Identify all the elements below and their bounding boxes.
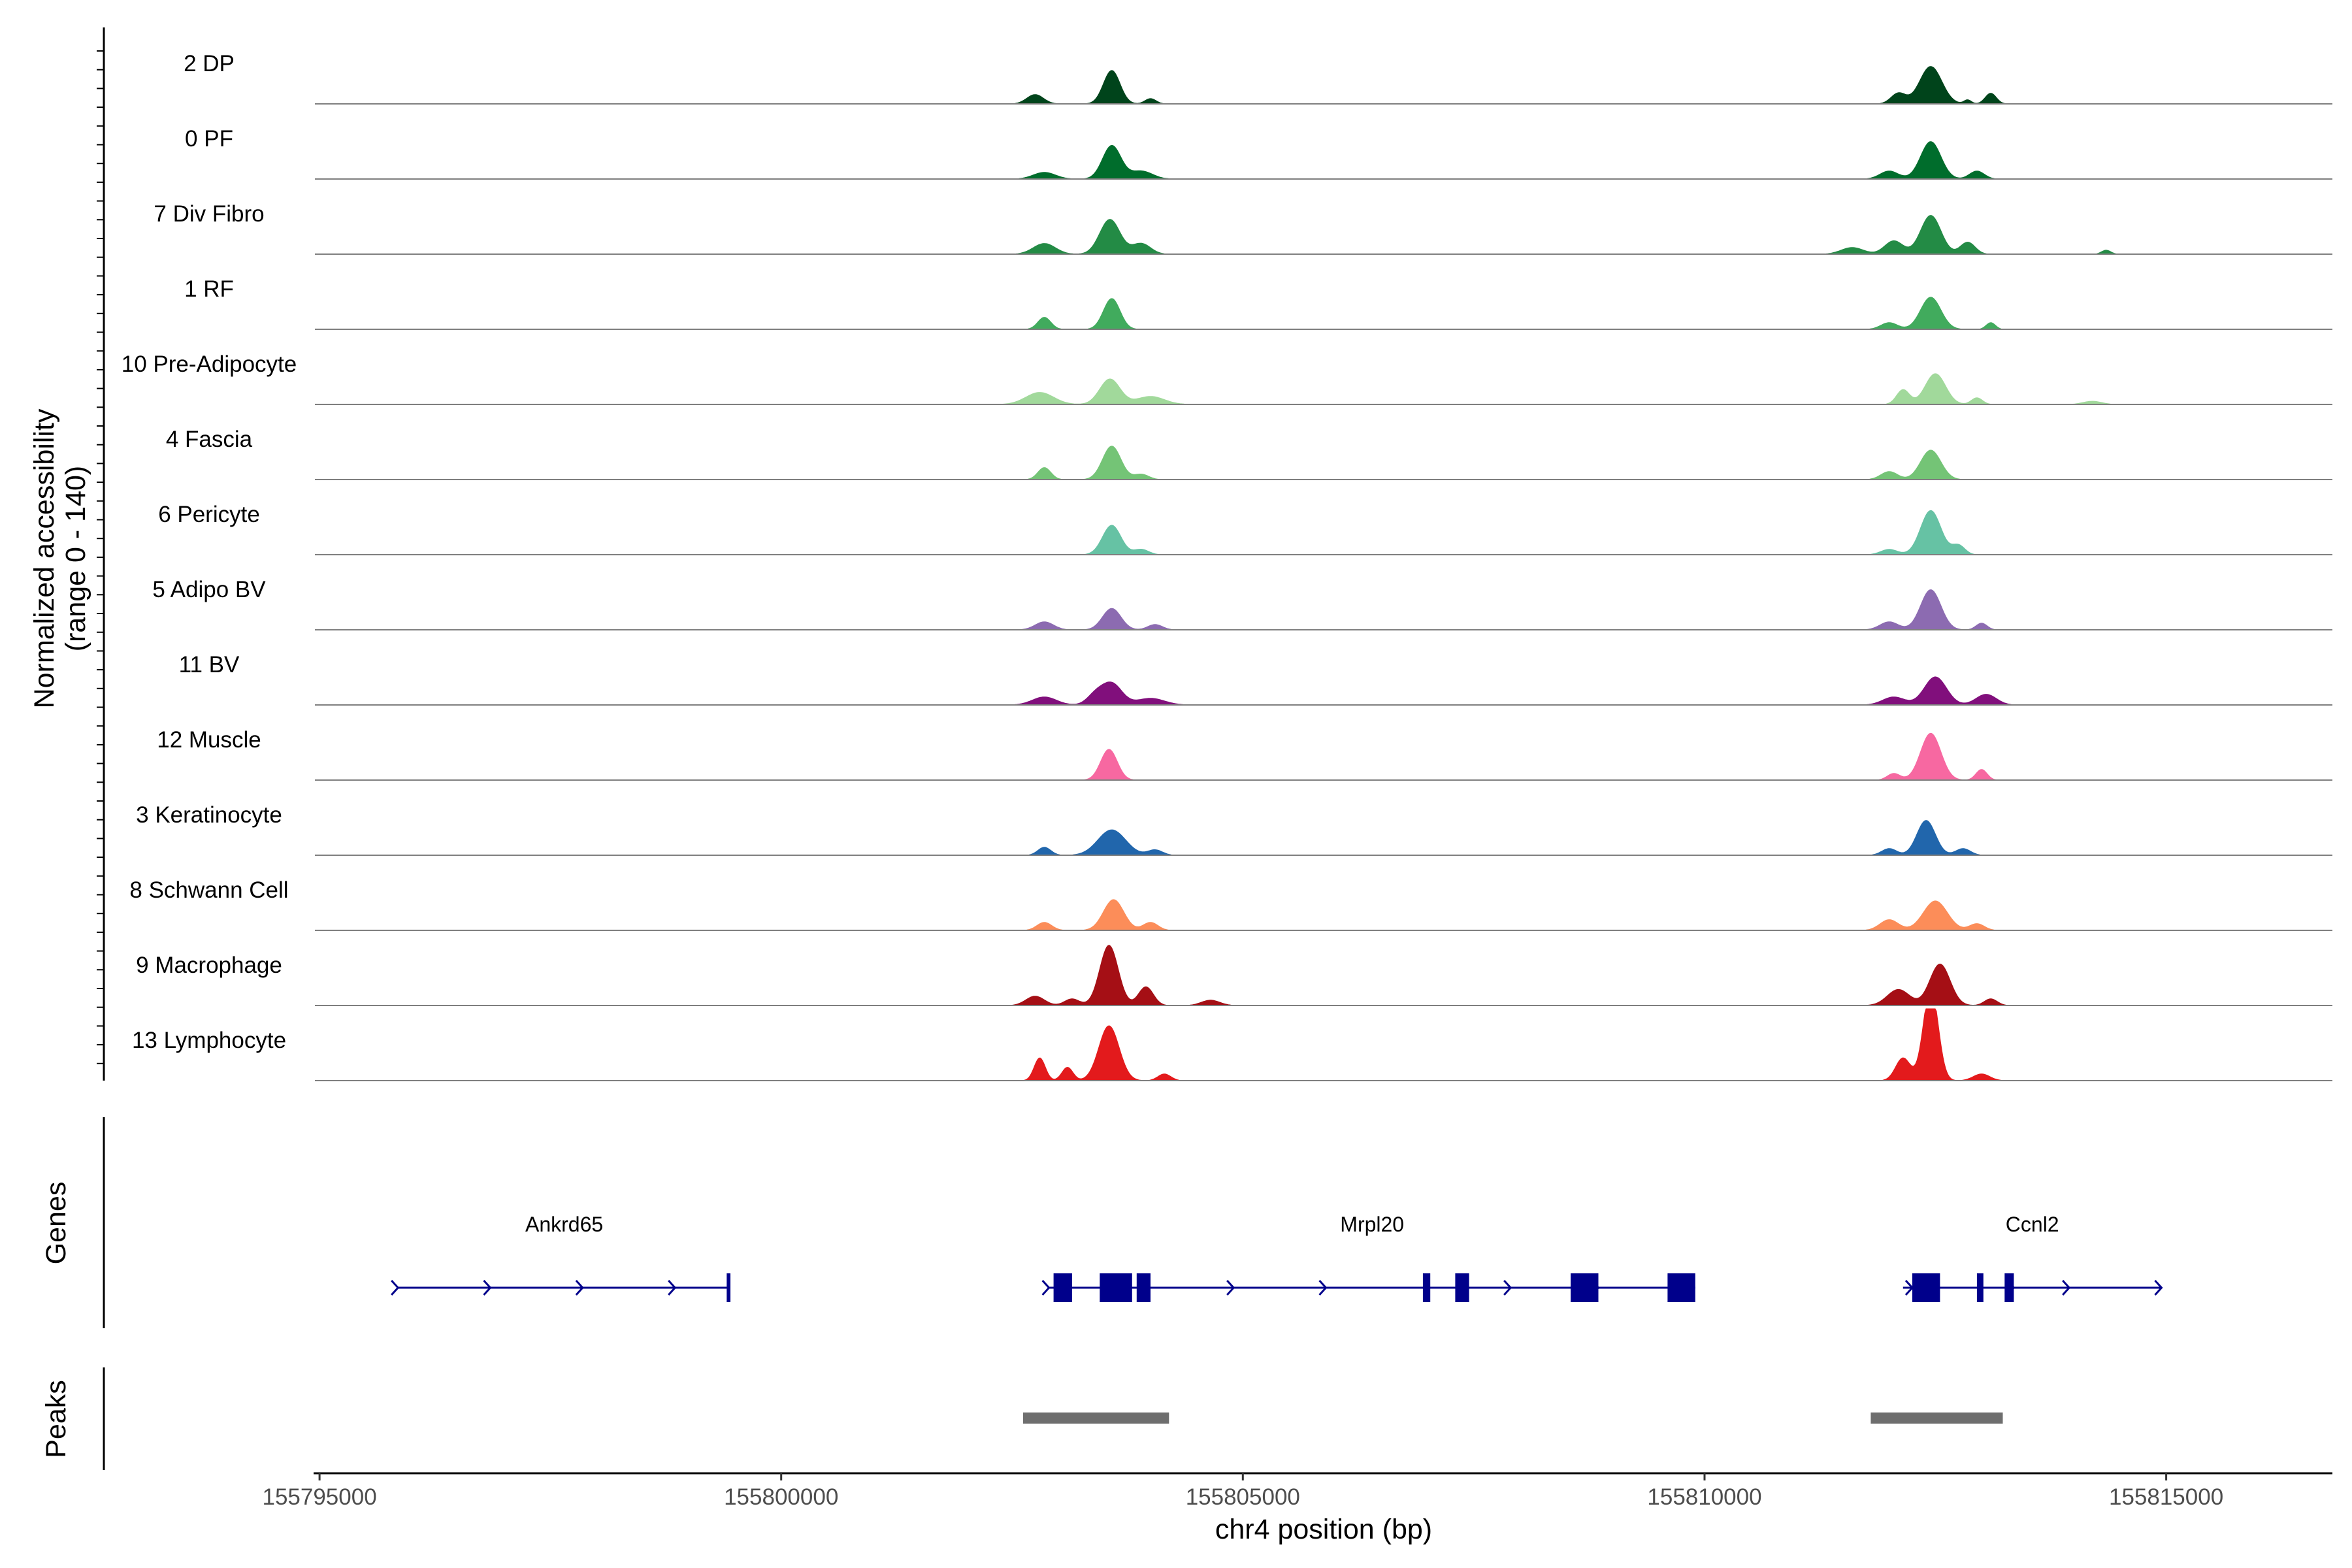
track-label: 8 Schwann Cell [129, 877, 288, 903]
strand-arrow [1041, 1279, 1051, 1296]
exon [1912, 1273, 1940, 1302]
x-tick-label: 155800000 [724, 1484, 838, 1510]
gene-label: Ccnl2 [2006, 1213, 2059, 1236]
peak-region [1870, 1413, 2003, 1424]
coverage-area [315, 66, 2332, 105]
track-label: 10 Pre-Adipocyte [122, 351, 297, 377]
coverage-area [315, 945, 2332, 1006]
track-label: 12 Muscle [157, 727, 261, 753]
strand-arrow [391, 1279, 400, 1296]
y-axis-range: (range 0 - 140) [60, 466, 91, 651]
exon [727, 1273, 730, 1302]
exon [2004, 1273, 2014, 1302]
coverage-area [315, 373, 2332, 405]
gene-label: Mrpl20 [1340, 1213, 1404, 1236]
coverage-area [315, 899, 2332, 931]
strand-arrow [1503, 1279, 1512, 1296]
strand-arrow [1226, 1279, 1235, 1296]
strand-arrow [2062, 1279, 2071, 1296]
coverage-area [315, 297, 2332, 330]
track-1-rf: 1 RF [184, 276, 2332, 330]
exon [1455, 1273, 1469, 1302]
x-tick-label: 155815000 [2109, 1484, 2223, 1510]
track-2-dp: 2 DP [184, 51, 2332, 105]
gene-ankrd65: Ankrd65 [391, 1213, 730, 1302]
coverage-area [315, 1008, 2332, 1081]
track-10-pre-adipocyte: 10 Pre-Adipocyte [122, 351, 2332, 405]
strand-arrow [575, 1279, 584, 1296]
exon [1571, 1273, 1599, 1302]
peak-region [1023, 1413, 1169, 1424]
coverage-area [315, 215, 2332, 255]
exon [1053, 1273, 1072, 1302]
genes-track-title: Genes [41, 1182, 72, 1265]
coverage-area [315, 732, 2332, 781]
y-axis-title: Normalized accessibility [29, 408, 60, 708]
track-6-pericyte: 6 Pericyte [158, 502, 2332, 555]
track-4-fascia: 4 Fascia [166, 427, 2332, 480]
coverage-area [315, 676, 2332, 706]
coverage-area [315, 589, 2332, 630]
coverage-area [315, 510, 2332, 555]
exon [1976, 1273, 1984, 1302]
track-label: 2 DP [184, 51, 235, 76]
track-label: 7 Div Fibro [154, 201, 264, 227]
coverage-area [315, 446, 2332, 480]
strand-arrow [668, 1279, 677, 1296]
coverage-area [315, 141, 2332, 180]
track-label: 3 Keratinocyte [136, 802, 282, 828]
strand-arrow [1318, 1279, 1328, 1296]
track-0-pf: 0 PF [185, 126, 2332, 180]
track-label: 13 Lymphocyte [132, 1028, 286, 1053]
track-11-bv: 11 BV [179, 652, 2332, 706]
track-label: 0 PF [185, 126, 233, 152]
y-axis-ticks [97, 50, 104, 1064]
peak-track [1023, 1413, 2003, 1424]
peaks-track-title: Peaks [41, 1380, 72, 1458]
track-label: 9 Macrophage [136, 953, 282, 978]
track-9-macrophage: 9 Macrophage [136, 945, 2332, 1006]
x-axis-title: chr4 position (bp) [1215, 1514, 1432, 1545]
gene-track: Ankrd65 Mrpl20 Ccnl2 [391, 1213, 2163, 1302]
strand-arrow [483, 1279, 492, 1296]
coverage-area [315, 820, 2332, 856]
exon [1100, 1273, 1132, 1302]
track-label: 5 Adipo BV [152, 577, 266, 602]
exon [1667, 1273, 1695, 1302]
track-label: 11 BV [179, 652, 240, 678]
x-tick-label: 155795000 [262, 1484, 376, 1510]
x-tick-label: 155810000 [1647, 1484, 1761, 1510]
track-label: 6 Pericyte [158, 502, 260, 527]
strand-arrow [2154, 1279, 2163, 1296]
track-7-div-fibro: 7 Div Fibro [154, 201, 2332, 255]
track-8-schwann-cell: 8 Schwann Cell [129, 877, 2332, 931]
track-12-muscle: 12 Muscle [157, 727, 2332, 781]
track-5-adipo-bv: 5 Adipo BV [152, 577, 2332, 630]
gene-label: Ankrd65 [525, 1213, 603, 1236]
track-13-lymphocyte: 13 Lymphocyte [132, 1008, 2332, 1081]
gene-mrpl20: Mrpl20 [1041, 1213, 1695, 1302]
exon [1136, 1273, 1151, 1302]
coverage-tracks: 2 DP 0 PF 7 Div Fibro 1 RF 10 Pre-Adipocyte 4… [122, 51, 2332, 1081]
x-axis: 155795000 155800000 155805000 155810000 1558… [262, 1473, 2223, 1510]
track-label: 4 Fascia [166, 427, 253, 452]
track-3-keratinocyte: 3 Keratinocyte [136, 802, 2332, 856]
x-tick-label: 155805000 [1186, 1484, 1300, 1510]
gene-ccnl2: Ccnl2 [1903, 1213, 2163, 1302]
track-label: 1 RF [184, 276, 234, 302]
exon [1422, 1273, 1431, 1302]
